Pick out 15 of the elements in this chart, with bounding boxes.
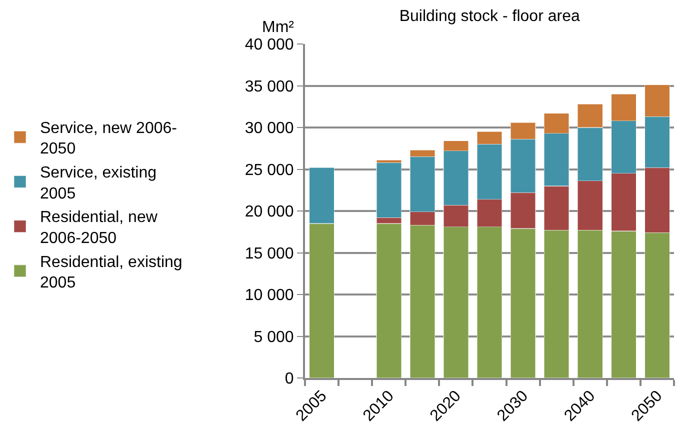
y-tick-label: 20 000	[244, 204, 294, 221]
legend-label: Residential, new 2006-2050	[40, 209, 158, 247]
y-axis-title: Mm²	[262, 19, 295, 36]
y-tick-label: 0	[284, 370, 294, 388]
chart-title: Building stock - floor area	[399, 8, 580, 26]
legend-label: Service, new 2006-2050	[40, 120, 177, 158]
y-tick-label: 30 000	[244, 120, 294, 138]
y-tick-label: 10 000	[244, 287, 294, 304]
legend-label: Service, existing 2005	[40, 164, 156, 202]
y-tick-label: 25 000	[244, 162, 294, 179]
y-tick-label: 5 000	[254, 328, 294, 346]
y-tick-label: 15 000	[244, 245, 294, 262]
legend-label: Residential, existing 2005	[40, 254, 182, 292]
y-tick-label: 35 000	[244, 78, 294, 96]
y-tick-label: 40 000	[244, 36, 294, 54]
